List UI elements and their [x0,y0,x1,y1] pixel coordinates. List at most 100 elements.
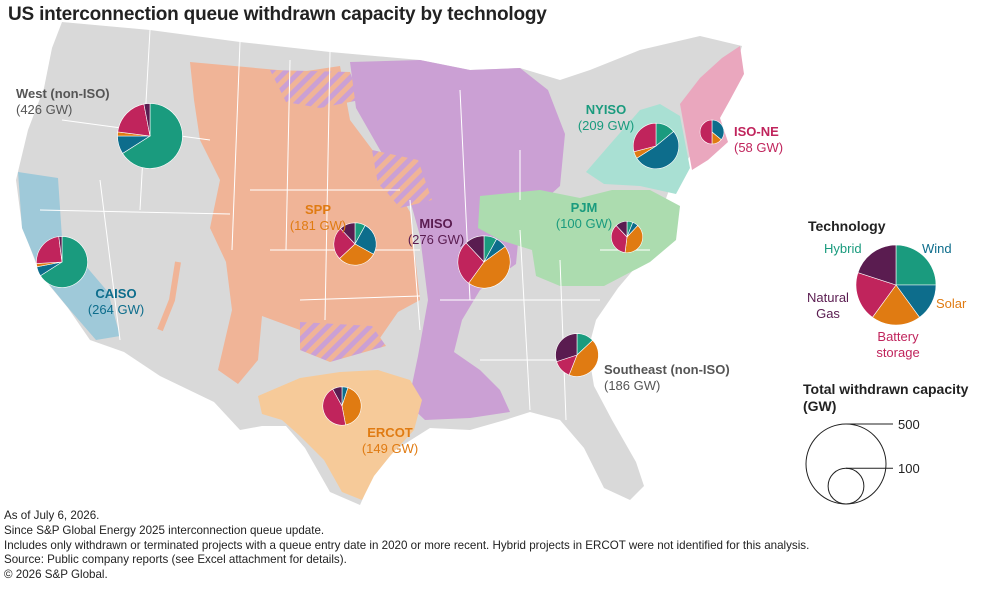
region-name: CAISO [95,286,136,301]
legend-label-solar: Solar [936,296,967,311]
pie-slice-miso-battery-storage [457,242,485,284]
region-name: MISO [419,216,452,231]
legend-technology-title: Technology [808,218,886,234]
region-label-miso: MISO (276 GW) [408,216,464,247]
region-name: NYISO [586,102,626,117]
region-capacity: (426 GW) [16,102,72,117]
pie-west-non-iso [117,103,183,169]
pie-slice-west-non-iso-hybrid [122,103,183,169]
region-capacity: (181 GW) [290,218,346,233]
region-label-southeast-non-iso: Southeast (non-ISO) (186 GW) [604,362,730,393]
region-shape-spp-sw-line [157,261,181,332]
pie-nyiso [633,122,680,170]
legend-label-battery-storage: Battery storage [876,329,919,360]
pie-southeast-non-iso [555,333,599,377]
pie-pjm [610,220,644,253]
legend-label-line: Battery [877,329,919,344]
pie-spp [333,222,377,266]
region-capacity: (58 GW) [734,140,783,155]
pie-slice-legend-natural-gas [857,244,897,286]
pie-slice-caiso-natural-gas [58,236,63,263]
pie-slice-southeast-non-iso-natural-gas [555,333,578,363]
size-legend-circle-100 [827,467,865,505]
pie-slice-legend-solar [872,284,920,326]
pie-slice-spp-solar [339,243,374,266]
pie-slice-pjm-battery-storage [610,225,628,253]
region-capacity: (149 GW) [362,441,418,456]
region-name: SPP [305,202,331,217]
region-label-nyiso: NYISO (209 GW) [578,102,634,133]
region-shape-isone [680,46,744,170]
size-legend-circle-500 [805,423,887,505]
legend-label-natural-gas: Natural Gas [807,290,849,321]
region-capacity: (276 GW) [408,232,464,247]
region-label-pjm: PJM (100 GW) [556,200,612,231]
pie-slice-caiso-battery-storage [36,236,63,264]
legend-label-line: Natural [807,290,849,305]
pie-slice-west-non-iso-natural-gas [143,103,151,137]
region-shape-spp-hatch-3 [300,322,386,362]
region-name: ISO-NE [734,124,779,139]
pie-slice-nyiso-battery-storage [633,122,657,153]
legend-size-title-line: Total withdrawn capacity [803,381,969,397]
note-line: As of July 6, 2026. [4,509,100,522]
region-label-iso-ne: ISO-NE (58 GW) [734,124,783,155]
region-name: West (non-ISO) [16,86,110,101]
pie-slice-nyiso-wind [636,131,680,170]
note-line: Since S&P Global Energy 2025 interconnec… [4,523,325,537]
pie-slice-miso-solar [468,246,511,289]
pie-slice-spp-natural-gas [340,222,356,245]
region-capacity: (209 GW) [578,118,634,133]
region-shape-miso [350,60,565,420]
size-legend-label-500: 500 [898,417,920,432]
pie-iso-ne [699,119,725,145]
pie-slice-west-non-iso-battery-storage [117,103,151,137]
pie-slice-legend-hybrid [895,244,937,286]
legend-label-hybrid: Hybrid [824,241,862,256]
note-line: Includes only withdrawn or terminated pr… [4,538,810,552]
pie-slice-miso-natural-gas [465,235,485,263]
pie-caiso [36,236,88,288]
note-line: Source: Public company reports (see Exce… [4,553,347,567]
pie-slice-legend-battery-storage [855,272,897,318]
legend-label-line: Gas [816,306,840,321]
legend-size-title-line: (GW) [803,398,836,414]
notes: As of July 6, 2026. Since S&P Global Ene… [4,509,809,583]
pie-slice-pjm-solar [624,225,644,253]
legend-label-line: storage [876,345,919,360]
note-line: © 2026 S&P Global. [4,568,108,582]
region-label-spp: SPP (181 GW) [290,202,346,233]
pie-slice-caiso-hybrid [39,236,88,288]
region-shape-pjm [478,190,680,286]
pie-slice-southeast-non-iso-solar [568,339,599,377]
pie-slice-iso-ne-wind [711,119,725,141]
region-name: Southeast (non-ISO) [604,362,730,377]
region-shape-spp [190,62,420,384]
legend-pie [855,244,937,326]
legend-size-title: Total withdrawn capacity (GW) [803,381,969,414]
pie-slice-spp-battery-storage [333,228,356,259]
region-label-west-non-iso: West (non-ISO) (426 GW) [16,86,110,117]
region-capacity: (100 GW) [556,216,612,231]
legend-label-wind: Wind [922,241,952,256]
pie-ercot [322,386,362,426]
pie-slice-ercot-solar [341,387,362,426]
size-legend-label-100: 100 [898,461,920,476]
pie-miso [457,235,511,289]
region-label-ercot: ERCOT (149 GW) [362,425,418,456]
chart-title: US interconnection queue withdrawn capac… [8,4,547,25]
region-capacity: (186 GW) [604,378,660,393]
pie-slice-ercot-battery-storage [322,388,346,426]
pie-slice-ercot-natural-gas [332,386,343,407]
region-name: ERCOT [367,425,413,440]
region-name: PJM [571,200,598,215]
pie-slice-iso-ne-battery-storage [699,119,713,145]
region-label-caiso: CAISO (264 GW) [88,286,144,317]
region-shape-ercot [258,370,422,500]
region-shape-spp-hatch [270,70,360,108]
region-capacity: (264 GW) [88,302,144,317]
pie-slice-pjm-natural-gas [615,220,628,238]
pie-slice-spp-wind [354,225,377,255]
region-shape-miso-hatch [372,150,432,208]
